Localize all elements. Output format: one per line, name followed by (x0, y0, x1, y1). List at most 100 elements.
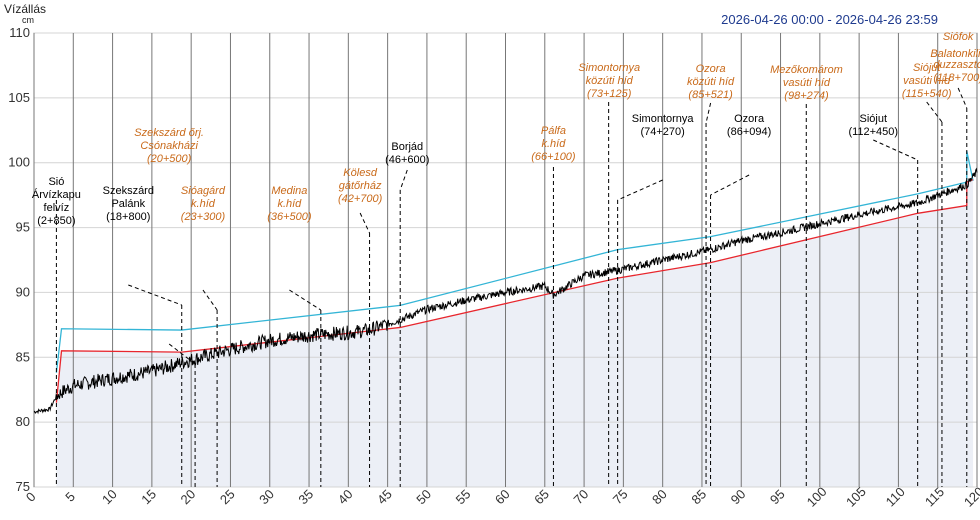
x-tick-label: 20 (178, 486, 199, 507)
station-label: (36+500) (267, 211, 312, 223)
station-label: (2+850) (37, 215, 75, 227)
station-label: Szekszárd őrj. (134, 127, 204, 139)
station-label: Sió (48, 176, 64, 188)
station-label: k.híd (542, 138, 567, 150)
station-leader (289, 289, 322, 311)
x-tick-label: 105 (843, 484, 869, 510)
x-tick-label: 35 (295, 486, 316, 507)
station-label: Medina (271, 185, 307, 197)
y-tick-label: 95 (16, 220, 30, 235)
series-measured-line (33, 167, 978, 415)
station-label: Sióagárd (181, 185, 226, 197)
station-label: duzzasztó (933, 59, 980, 71)
station-leader (705, 102, 712, 124)
station-label: Ozora (734, 113, 765, 125)
station-leader (399, 169, 408, 191)
x-tick-label: 55 (453, 486, 474, 507)
station-label: (18+800) (106, 211, 150, 223)
station-label: Balatonkiliti (930, 48, 980, 60)
station-label: (74+270) (640, 126, 684, 138)
station-label: (66+100) (531, 151, 576, 163)
y-axis-unit: cm (22, 15, 34, 25)
y-axis-title: Vízállás (4, 2, 47, 16)
station-label: közúti híd (687, 76, 735, 88)
x-tick-label: 95 (767, 486, 788, 507)
station-marker: Siójut(112+450) (848, 113, 919, 487)
station-label: felvíz (44, 202, 70, 214)
station-marker: Borjád(46+600) (385, 141, 429, 487)
x-tick-label: 120 (961, 484, 980, 510)
x-tick-label: 70 (570, 486, 591, 507)
station-marker: Szekszárd őrj.Csónakházi(20+500) (134, 127, 204, 487)
station-label: (115+540) (902, 88, 952, 100)
station-leader (359, 212, 371, 234)
station-label: közúti híd (586, 75, 634, 87)
x-tick-label: 25 (217, 486, 238, 507)
y-tick-label: 100 (8, 155, 30, 170)
x-tick-label: 75 (610, 486, 631, 507)
station-marker: Siófok Balatonkilitiduzzasztó(118+700) (930, 31, 980, 487)
station-label: Pálfa (541, 125, 566, 137)
x-tick-label: 90 (728, 486, 749, 507)
station-label: Ozora (696, 63, 726, 75)
x-tick-label: 5 (62, 489, 78, 505)
x-tick-label: 60 (492, 486, 513, 507)
station-label: (98+274) (784, 90, 829, 102)
station-label: Szekszárd (103, 185, 154, 197)
x-tick-label: 45 (374, 486, 395, 507)
station-leader (168, 343, 196, 365)
station-leader (710, 174, 750, 196)
station-label: (112+450) (848, 126, 898, 138)
y-tick-label: 75 (16, 479, 30, 494)
station-label: Simontornya (632, 113, 695, 125)
station-leader (617, 179, 663, 201)
area-fill (56, 179, 974, 487)
station-label: (85+521) (688, 89, 733, 101)
station-label: Siófok (943, 31, 974, 43)
x-tick-label: 85 (688, 486, 709, 507)
station-label: Kölesd (343, 167, 378, 179)
station-label: Borjád (391, 141, 423, 153)
station-label: (73+125) (587, 88, 632, 100)
station-leader (873, 139, 918, 161)
station-marker: Ozora(86+094) (710, 113, 771, 487)
station-leader (128, 284, 182, 306)
station-label: Simontornya (578, 62, 640, 74)
y-tick-label: 110 (9, 25, 30, 40)
station-label: Mezőkomárom (770, 64, 843, 76)
x-tick-label: 15 (138, 486, 159, 507)
x-tick-label: 30 (256, 486, 277, 507)
y-tick-label: 90 (16, 284, 30, 299)
station-label: Árvízkapu (32, 188, 81, 201)
station-label: vasúti híd (783, 77, 831, 89)
station-label: (46+600) (385, 154, 429, 166)
x-tick-label: 100 (804, 484, 830, 510)
x-tick-label: 10 (99, 486, 120, 507)
x-tick-label: 80 (649, 486, 670, 507)
x-tick-label: 40 (335, 486, 356, 507)
y-tick-label: 105 (8, 90, 30, 105)
station-label: Siójut (913, 62, 941, 74)
x-tick-label: 65 (531, 486, 552, 507)
station-label: k.híd (277, 198, 302, 210)
station-label: Siójut (860, 113, 888, 125)
x-tick-label: 50 (413, 486, 434, 507)
date-range[interactable]: 2026-04-26 00:00 - 2026-04-26 23:59 (721, 12, 938, 27)
station-label: (42+700) (338, 193, 383, 205)
station-label: (118+700) (933, 72, 980, 84)
station-label: vasúti híd (903, 75, 951, 87)
station-label: gátőrház (339, 180, 382, 192)
x-tick-label: 0 (23, 489, 39, 505)
